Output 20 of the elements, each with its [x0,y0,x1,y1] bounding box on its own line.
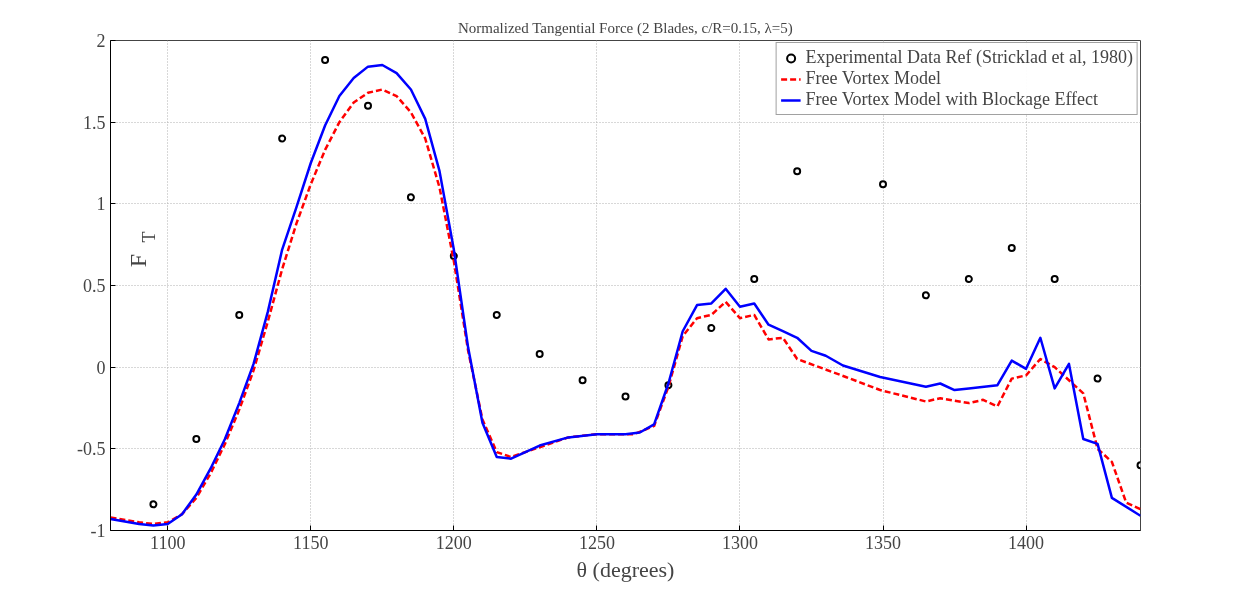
legend-label: Free Vortex Model [805,68,941,89]
y-tick-label: -0.5 [77,439,106,460]
chart-title: Normalized Tangential Force (2 Blades, c/R=0.15, λ=5) [457,19,793,37]
y-tick-label: 0.5 [83,276,106,296]
x-tick-label: 1250 [578,532,615,553]
x-tick-label: 1100 [150,532,186,553]
x-tick-label: 1400 [1008,532,1045,553]
x-tick-label: 1350 [865,532,901,553]
legend-label: Free Vortex Model with Blockage Effect [805,89,1099,110]
y-tick-label: -1 [90,521,106,541]
y-tick-label: 1 [96,194,106,215]
y-axis-title: FT [124,231,159,268]
x-tick-label: 1300 [721,532,758,553]
y-tick-label: 0 [96,357,106,378]
y-tick-label: 1.5 [83,112,106,133]
x-axis-title: θ (degrees) [576,556,675,582]
x-tick-label: 1200 [435,532,472,553]
y-tick-label: 2 [96,31,106,51]
x-tick-label: 1150 [293,532,329,553]
legend-label: Experimental Data Ref (Stricklad et al, 1980) [805,47,1133,68]
